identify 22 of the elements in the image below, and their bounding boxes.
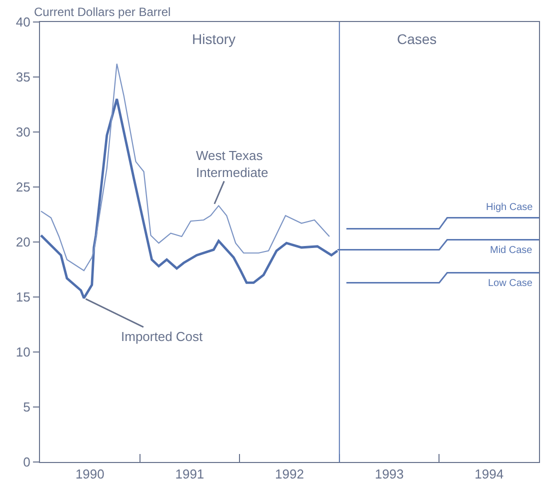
series-label: Mid Case (490, 245, 533, 256)
series-label: Low Case (488, 278, 533, 289)
y-tick-label: 40 (16, 14, 30, 30)
y-tick-label: 25 (16, 180, 30, 195)
annotation: Cases (397, 31, 437, 47)
y-tick-label: 10 (16, 344, 30, 360)
annotation: West Texas Intermediate (196, 148, 268, 180)
x-tick-label: 1990 (75, 466, 104, 482)
series-label: High Case (486, 202, 534, 213)
y-tick-label: 35 (16, 70, 30, 85)
y-tick-label: 20 (16, 234, 30, 250)
x-tick-label: 1992 (275, 466, 304, 482)
x-tick-label: 1994 (474, 466, 504, 482)
annotation: Imported Cost (121, 329, 204, 344)
annotation: History (192, 31, 236, 47)
y-tick-label: 0 (23, 454, 30, 470)
x-tick-label: 1991 (175, 466, 204, 482)
y-tick-label: 15 (16, 290, 30, 305)
y-tick-label: 30 (16, 124, 30, 140)
y-axis-title: Current Dollars per Barrel (34, 5, 171, 19)
x-tick-label: 1993 (374, 466, 404, 482)
y-tick-label: 5 (23, 400, 30, 415)
